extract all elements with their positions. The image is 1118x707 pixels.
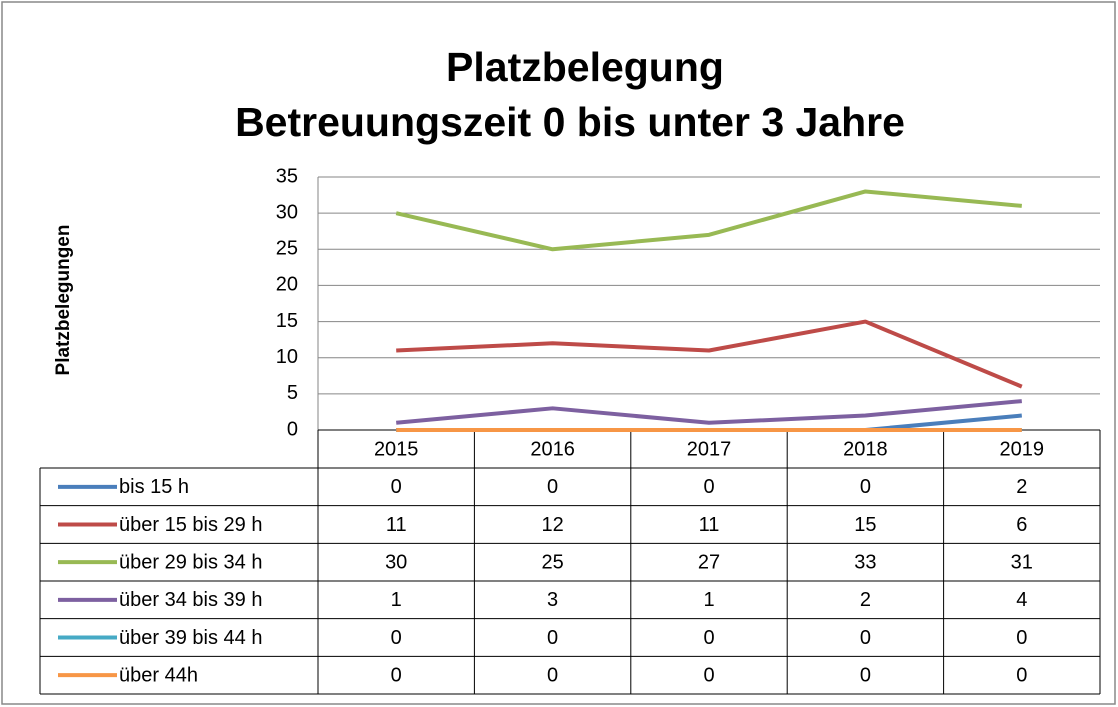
legend-label: über 15 bis 29 h (119, 514, 262, 536)
table-value: 30 (385, 551, 407, 573)
table-value: 0 (547, 664, 558, 686)
table-value: 27 (698, 551, 720, 573)
x-tick-label: 2015 (374, 438, 419, 460)
series-line (396, 399, 1022, 425)
y-tick-label: 5 (287, 382, 298, 404)
y-tick-label: 20 (276, 274, 298, 296)
table-value: 2 (860, 589, 871, 611)
y-axis-label: Platzbelegungen (53, 225, 74, 376)
table-value: 33 (854, 551, 876, 573)
table-value: 2 (1016, 476, 1027, 498)
table-value: 4 (1016, 589, 1027, 611)
y-tick-label: 15 (276, 310, 298, 332)
table-value: 31 (1011, 551, 1033, 573)
table-value: 0 (703, 664, 714, 686)
table-value: 11 (699, 514, 720, 536)
table-value: 11 (386, 514, 407, 536)
table-value: 6 (1016, 514, 1027, 536)
y-tick-label: 10 (276, 346, 298, 368)
table-value: 0 (391, 664, 402, 686)
chart-subtitle: Betreuungszeit 0 bis unter 3 Jahre (235, 99, 905, 145)
legend-label: über 39 bis 44 h (119, 627, 262, 649)
table-value: 0 (1016, 664, 1027, 686)
table-value: 0 (860, 627, 871, 649)
series-line (396, 319, 1023, 389)
table-value: 12 (541, 514, 563, 536)
legend-label: bis 15 h (119, 476, 189, 498)
legend-label: über 29 bis 34 h (119, 551, 262, 573)
table-value: 0 (547, 476, 558, 498)
table-value: 0 (391, 476, 402, 498)
table-value: 0 (547, 627, 558, 649)
x-tick-label: 2019 (1000, 438, 1045, 460)
table-value: 0 (860, 664, 871, 686)
y-tick-label: 25 (276, 238, 298, 260)
x-tick-label: 2016 (530, 438, 575, 460)
table-value: 1 (391, 589, 402, 611)
table-value: 3 (547, 589, 558, 611)
y-tick-label: 30 (276, 201, 298, 223)
y-tick-label: 0 (287, 418, 298, 440)
table-value: 0 (1016, 627, 1027, 649)
chart-title: Platzbelegung (446, 44, 724, 90)
table-value: 0 (860, 476, 871, 498)
y-tick-label: 35 (276, 165, 298, 187)
table-value: 1 (703, 589, 714, 611)
legend-label: über 44h (119, 664, 198, 686)
table-value: 25 (541, 551, 563, 573)
table-value: 0 (703, 476, 714, 498)
table-value: 15 (854, 514, 876, 536)
table-value: 0 (703, 627, 714, 649)
x-tick-label: 2018 (843, 438, 888, 460)
x-tick-label: 2017 (687, 438, 732, 460)
series-line (395, 189, 1022, 252)
table-value: 0 (391, 627, 402, 649)
legend-label: über 34 bis 39 h (119, 589, 262, 611)
